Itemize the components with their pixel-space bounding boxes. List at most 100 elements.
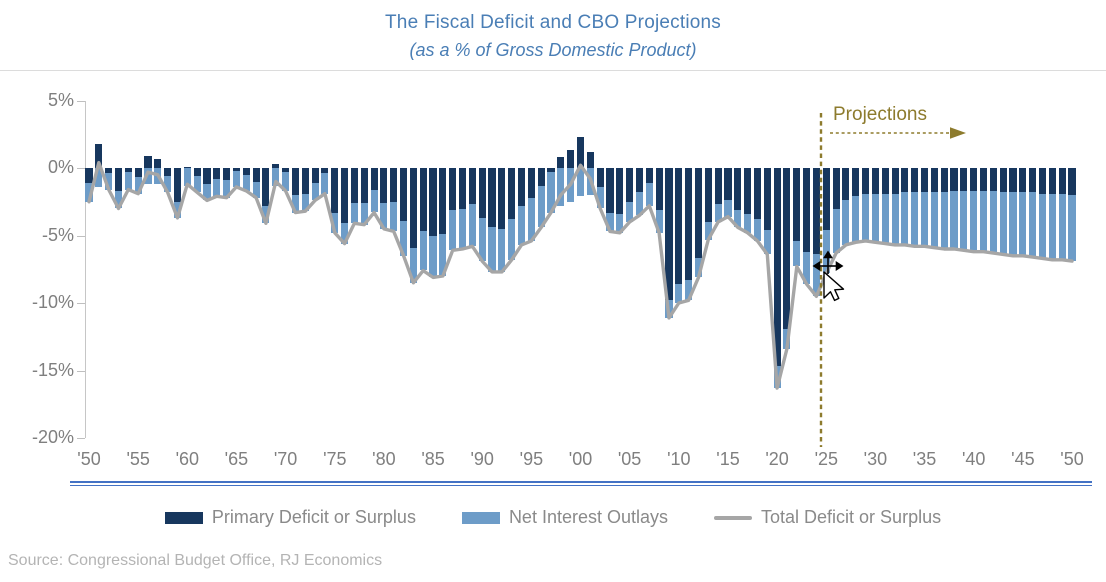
interest-bar bbox=[626, 201, 634, 223]
primary-bar bbox=[380, 168, 388, 204]
primary-bar bbox=[1009, 168, 1017, 193]
interest-bar bbox=[842, 200, 850, 245]
interest-bar bbox=[419, 231, 427, 271]
primary-bar bbox=[704, 168, 712, 222]
legend-swatch-primary bbox=[164, 511, 203, 524]
y-tick-label: -5% bbox=[41, 224, 74, 245]
primary-bar bbox=[114, 168, 123, 191]
interest-bar bbox=[1068, 195, 1076, 262]
y-tick-mark bbox=[76, 168, 85, 169]
interest-bar bbox=[645, 182, 653, 206]
interest-bar bbox=[1058, 193, 1066, 260]
projection-arrowhead-icon bbox=[950, 127, 966, 139]
x-tick-label: '20 bbox=[765, 449, 789, 469]
interest-bar bbox=[1009, 192, 1017, 256]
interest-bar bbox=[301, 193, 309, 212]
primary-bar bbox=[517, 168, 526, 206]
interest-bar bbox=[537, 185, 545, 228]
interest-bar bbox=[940, 192, 948, 249]
legend-label-primary: Primary Deficit or Surplus bbox=[211, 507, 416, 527]
y-axis-line bbox=[84, 100, 86, 438]
primary-bar bbox=[488, 168, 496, 228]
arrow-pointer-icon bbox=[823, 271, 845, 302]
x-tick-label: '95 bbox=[519, 449, 544, 469]
primary-bar bbox=[960, 168, 968, 191]
interest-bar bbox=[665, 300, 673, 318]
primary-bar bbox=[999, 168, 1007, 193]
primary-bar bbox=[694, 168, 703, 259]
primary-bar bbox=[970, 168, 978, 191]
interest-bar bbox=[527, 197, 535, 241]
interest-bar bbox=[822, 230, 830, 274]
interest-bar bbox=[596, 186, 604, 209]
primary-bar bbox=[773, 168, 781, 367]
interest-bar bbox=[95, 168, 103, 187]
interest-bar bbox=[557, 168, 565, 206]
primary-bar bbox=[527, 168, 535, 198]
chart-title: The Fiscal Deficit and CBO Projections bbox=[385, 12, 721, 33]
title-divider bbox=[0, 70, 1106, 71]
primary-bar bbox=[390, 168, 398, 202]
primary-bar bbox=[901, 168, 909, 193]
primary-bar bbox=[1029, 168, 1037, 193]
primary-bar bbox=[852, 168, 860, 197]
primary-bar bbox=[871, 168, 879, 194]
primary-bar bbox=[439, 168, 447, 235]
interest-bar bbox=[203, 184, 211, 201]
interest-bar bbox=[753, 219, 761, 241]
interest-bar bbox=[655, 209, 663, 233]
interest-bar bbox=[920, 192, 929, 247]
interest-bar bbox=[508, 219, 516, 260]
primary-bar bbox=[223, 168, 231, 181]
primary-bar bbox=[449, 168, 457, 210]
primary-bar bbox=[645, 168, 653, 183]
legend-item-primary: Primary Deficit or Surplus bbox=[164, 507, 416, 528]
primary-bar bbox=[370, 168, 378, 190]
primary-bar bbox=[291, 168, 299, 195]
primary-bar bbox=[409, 168, 417, 248]
primary-bar bbox=[478, 168, 486, 218]
interest-bar bbox=[488, 227, 496, 272]
legend-label-total: Total Deficit or Surplus bbox=[761, 507, 942, 527]
interest-bar bbox=[576, 168, 585, 197]
primary-bar bbox=[576, 136, 585, 168]
interest-bar bbox=[1029, 192, 1037, 258]
interest-bar bbox=[272, 168, 280, 186]
interest-bar bbox=[85, 182, 93, 202]
primary-bar bbox=[1048, 168, 1056, 194]
x-tick-label: '50 bbox=[77, 449, 101, 469]
interest-bar bbox=[429, 235, 437, 278]
primary-bar bbox=[979, 168, 988, 191]
interest-bar bbox=[193, 176, 201, 193]
primary-bar bbox=[252, 168, 260, 182]
interest-bar bbox=[911, 192, 919, 247]
legend-item-interest: Net Interest Outlays bbox=[461, 507, 668, 528]
primary-bar bbox=[881, 168, 889, 194]
primary-bar bbox=[940, 168, 948, 193]
interest-bar bbox=[999, 192, 1007, 255]
primary-bar bbox=[920, 168, 929, 193]
interest-bar bbox=[498, 228, 506, 272]
primary-bar bbox=[891, 168, 899, 194]
interest-bar bbox=[262, 205, 270, 224]
x-tick-label: '70 bbox=[273, 449, 298, 469]
interest-bar bbox=[635, 192, 644, 216]
primary-bar bbox=[537, 168, 545, 186]
primary-bar bbox=[606, 168, 614, 213]
primary-bar bbox=[714, 168, 722, 205]
primary-bar bbox=[734, 168, 742, 210]
primary-bar bbox=[822, 168, 830, 231]
x-tick-label: '45 bbox=[1011, 449, 1035, 469]
primary-bar bbox=[685, 168, 693, 281]
primary-bar bbox=[341, 168, 349, 224]
interest-bar bbox=[154, 168, 162, 185]
interest-bar bbox=[763, 230, 771, 255]
interest-bar bbox=[400, 220, 408, 256]
primary-bar bbox=[419, 168, 427, 232]
interest-bar bbox=[390, 201, 398, 232]
interest-bar bbox=[783, 328, 791, 349]
y-tick-label: -10% bbox=[31, 292, 74, 312]
interest-bar bbox=[1038, 193, 1047, 259]
